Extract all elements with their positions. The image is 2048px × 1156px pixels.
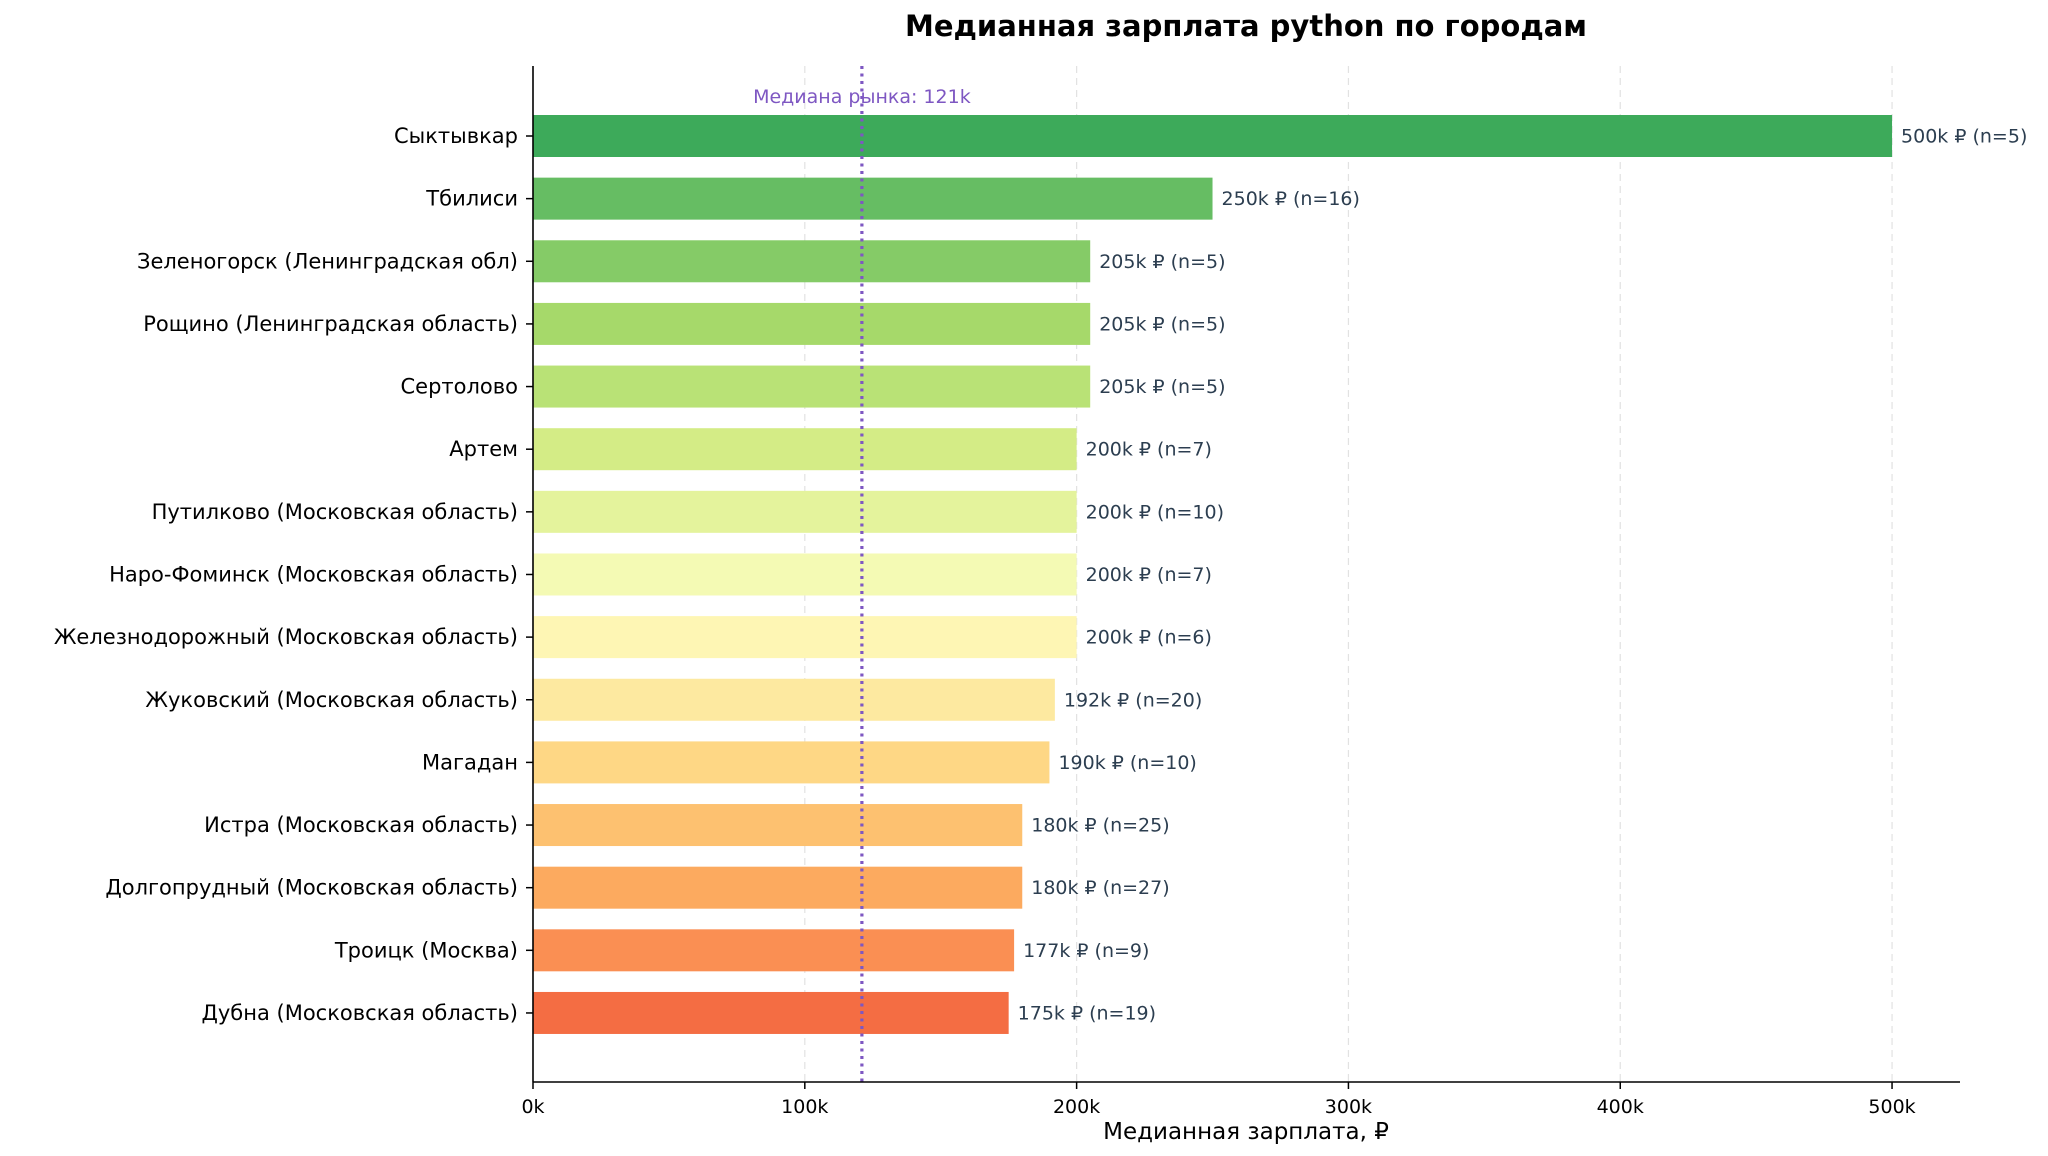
y-tick-label: Зеленогорск (Ленинградская обл) xyxy=(137,249,518,273)
x-tick-label: 0k xyxy=(521,1096,544,1118)
bar xyxy=(533,240,1091,283)
bar xyxy=(533,616,1077,659)
y-tick-label: Магадан xyxy=(422,750,518,774)
data-label: 200k ₽ (n=10) xyxy=(1086,501,1224,523)
data-label: 200k ₽ (n=6) xyxy=(1086,627,1212,649)
median-layer: Медиана рынка: 121k xyxy=(753,66,971,1082)
data-label: 205k ₽ (n=5) xyxy=(1099,251,1225,273)
y-tick-label: Путилково (Московская область) xyxy=(152,500,518,524)
bar xyxy=(533,678,1055,721)
bars-layer: 500k ₽ (n=5) 250k ₽ (n=16) 205k ₽ (n=5) 205… xyxy=(533,115,2027,1034)
bar xyxy=(533,741,1050,784)
x-tick-label: 500k xyxy=(1868,1096,1915,1118)
y-tick-label: Сертолово xyxy=(401,375,519,399)
y-tick-label: Тбилиси xyxy=(425,187,518,211)
y-tick-label: Дубна (Московская область) xyxy=(201,1001,518,1025)
y-tick-label: Рощино (Ленинградская область) xyxy=(143,312,518,336)
data-label: 205k ₽ (n=5) xyxy=(1099,376,1225,398)
bar xyxy=(533,553,1077,596)
data-label: 180k ₽ (n=25) xyxy=(1031,815,1169,837)
x-tick-label: 100k xyxy=(781,1096,828,1118)
data-label: 200k ₽ (n=7) xyxy=(1086,564,1212,586)
chart-title: Медианная зарплата python по городам xyxy=(905,9,1587,43)
data-label: 180k ₽ (n=27) xyxy=(1031,877,1169,899)
y-tick-label: Троицк (Москва) xyxy=(334,938,518,962)
y-tick-label: Долгопрудный (Московская область) xyxy=(105,876,518,900)
bar xyxy=(533,804,1023,847)
data-label: 192k ₽ (n=20) xyxy=(1064,689,1202,711)
data-label: 500k ₽ (n=5) xyxy=(1901,126,2027,148)
bar xyxy=(533,115,1893,157)
median-label: Медиана рынка: 121k xyxy=(753,86,971,108)
x-tick-label: 300k xyxy=(1325,1096,1372,1118)
bar xyxy=(533,929,1015,972)
bar xyxy=(533,302,1091,345)
y-tick-label: Истра (Московская область) xyxy=(204,813,518,837)
data-label: 177k ₽ (n=9) xyxy=(1023,940,1149,962)
x-tick-label: 200k xyxy=(1053,1096,1100,1118)
data-label: 190k ₽ (n=10) xyxy=(1058,752,1196,774)
x-tick-label: 400k xyxy=(1597,1096,1644,1118)
bar xyxy=(533,177,1213,220)
bar xyxy=(533,365,1091,408)
bar xyxy=(533,991,1009,1034)
data-label: 250k ₽ (n=16) xyxy=(1222,188,1360,210)
axis-layer: Сыктывкар Тбилиси Зеленогорск (Ленинградск… xyxy=(54,66,1960,1118)
data-label: 175k ₽ (n=19) xyxy=(1018,1002,1156,1024)
bar xyxy=(533,490,1077,533)
bar xyxy=(533,428,1077,471)
y-tick-label: Артем xyxy=(449,437,518,461)
bar xyxy=(533,866,1023,909)
data-label: 205k ₽ (n=5) xyxy=(1099,313,1225,335)
y-tick-label: Наро-Фоминск (Московская область) xyxy=(109,562,518,586)
y-tick-label: Железнодорожный (Московская область) xyxy=(54,625,518,649)
y-tick-label: Сыктывкар xyxy=(394,124,518,148)
data-label: 200k ₽ (n=7) xyxy=(1086,439,1212,461)
grid-layer xyxy=(804,66,1893,1082)
x-axis-label: Медианная зарплата, ₽ xyxy=(1103,1119,1389,1145)
y-tick-label: Жуковский (Московская область) xyxy=(145,688,518,712)
